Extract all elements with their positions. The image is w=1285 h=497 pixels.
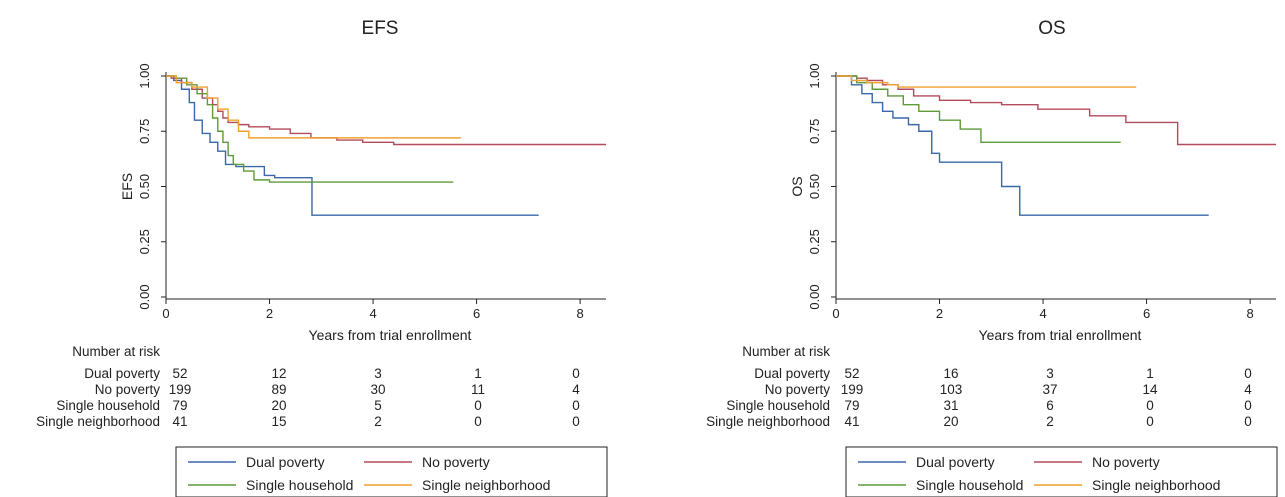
x-tick-label: 4 [1039, 306, 1046, 321]
y-tick-label: 1.00 [137, 63, 152, 88]
risk-count: 103 [940, 382, 963, 397]
risk-count: 3 [1046, 366, 1054, 381]
risk-table-header: Number at risk [72, 344, 160, 359]
risk-count: 3 [374, 366, 382, 381]
legend-label: Single household [246, 477, 353, 493]
series-line-dual-poverty [166, 75, 539, 216]
x-tick-label: 8 [577, 306, 584, 321]
legend-label: Dual poverty [916, 454, 995, 470]
risk-row-label: Dual poverty [84, 366, 160, 381]
legend-label: Dual poverty [246, 454, 325, 470]
risk-count: 12 [271, 366, 286, 381]
risk-count: 4 [1244, 382, 1252, 397]
risk-count: 15 [271, 414, 286, 429]
risk-count: 31 [943, 398, 958, 413]
risk-count: 0 [1244, 366, 1252, 381]
y-tick-label: 0.25 [807, 229, 822, 254]
risk-count: 16 [943, 366, 958, 381]
series-line-dual-poverty [836, 75, 1209, 216]
risk-count: 0 [572, 414, 580, 429]
risk-count: 1 [474, 366, 482, 381]
risk-count: 199 [169, 382, 192, 397]
risk-count: 79 [844, 398, 859, 413]
risk-count: 30 [370, 382, 385, 397]
risk-row-label: Single household [56, 398, 160, 413]
series-line-single-neighborhood [166, 75, 462, 139]
x-tick-label: 8 [1247, 306, 1254, 321]
risk-count: 0 [1146, 414, 1154, 429]
y-tick-label: 1.00 [807, 63, 822, 88]
y-tick-label: 0.75 [137, 119, 152, 144]
y-tick-label: 0.50 [137, 174, 152, 199]
risk-count: 89 [271, 382, 286, 397]
risk-count: 52 [172, 366, 187, 381]
y-tick-label: 0.50 [807, 174, 822, 199]
legend-label: Single neighborhood [422, 477, 550, 493]
risk-row-label: Single neighborhood [706, 414, 830, 429]
risk-count: 1 [1146, 366, 1154, 381]
x-tick-label: 2 [266, 306, 273, 321]
risk-table-header: Number at risk [742, 344, 830, 359]
risk-count: 0 [1146, 398, 1154, 413]
x-tick-label: 2 [936, 306, 943, 321]
legend-box [175, 446, 608, 497]
efs-title: EFS [362, 18, 399, 39]
risk-row-label: No poverty [765, 382, 831, 397]
series-line-single-household [166, 75, 454, 183]
x-tick-label: 4 [369, 306, 376, 321]
x-axis-label: Years from trial enrollment [979, 327, 1142, 343]
risk-count: 0 [1244, 414, 1252, 429]
risk-count: 6 [1046, 398, 1054, 413]
x-tick-label: 6 [1143, 306, 1150, 321]
risk-count: 41 [844, 414, 859, 429]
risk-row-label: No poverty [95, 382, 161, 397]
y-tick-label: 0.00 [807, 284, 822, 309]
risk-count: 52 [844, 366, 859, 381]
y-tick-label: 0.00 [137, 284, 152, 309]
series-line-no-poverty [836, 75, 1276, 146]
risk-count: 2 [1046, 414, 1054, 429]
risk-count: 41 [172, 414, 187, 429]
legend-label: Single neighborhood [1092, 477, 1220, 493]
risk-count: 0 [572, 366, 580, 381]
x-tick-label: 0 [832, 306, 839, 321]
legend-label: No poverty [1092, 454, 1160, 470]
os-chart: OS 0.00 0.25 0.50 0.75 1.00 0 2 4 6 8 Years from tr… [706, 18, 1278, 497]
risk-count: 199 [841, 382, 864, 397]
risk-count: 11 [471, 382, 485, 397]
risk-row-label: Single household [726, 398, 830, 413]
os-title: OS [1038, 18, 1065, 39]
risk-row-label: Single neighborhood [36, 414, 160, 429]
x-axis-label: Years from trial enrollment [309, 327, 472, 343]
risk-count: 20 [943, 414, 958, 429]
risk-count: 37 [1042, 382, 1057, 397]
risk-count: 0 [572, 398, 580, 413]
legend-label: No poverty [422, 454, 490, 470]
risk-count: 0 [474, 398, 482, 413]
risk-count: 20 [271, 398, 286, 413]
efs-chart: EFS 0.00 0.25 0.50 0.75 1.00 0 2 4 6 8 Years from t… [36, 18, 608, 497]
risk-count: 4 [572, 382, 580, 397]
risk-count: 0 [1244, 398, 1252, 413]
risk-count: 14 [1142, 382, 1158, 397]
y-tick-label: 0.75 [807, 119, 822, 144]
series-line-single-neighborhood [836, 75, 1137, 88]
risk-count: 2 [374, 414, 382, 429]
legend-label: Single household [916, 477, 1023, 493]
x-tick-label: 6 [473, 306, 480, 321]
series-line-no-poverty [166, 75, 606, 146]
risk-count: 5 [374, 398, 382, 413]
risk-count: 79 [172, 398, 187, 413]
risk-count: 0 [474, 414, 482, 429]
legend-box [845, 446, 1278, 497]
x-tick-label: 0 [162, 306, 169, 321]
risk-row-label: Dual poverty [754, 366, 830, 381]
y-tick-label: 0.25 [137, 229, 152, 254]
y-axis-label: OS [789, 176, 805, 196]
y-axis-label: EFS [119, 173, 135, 200]
